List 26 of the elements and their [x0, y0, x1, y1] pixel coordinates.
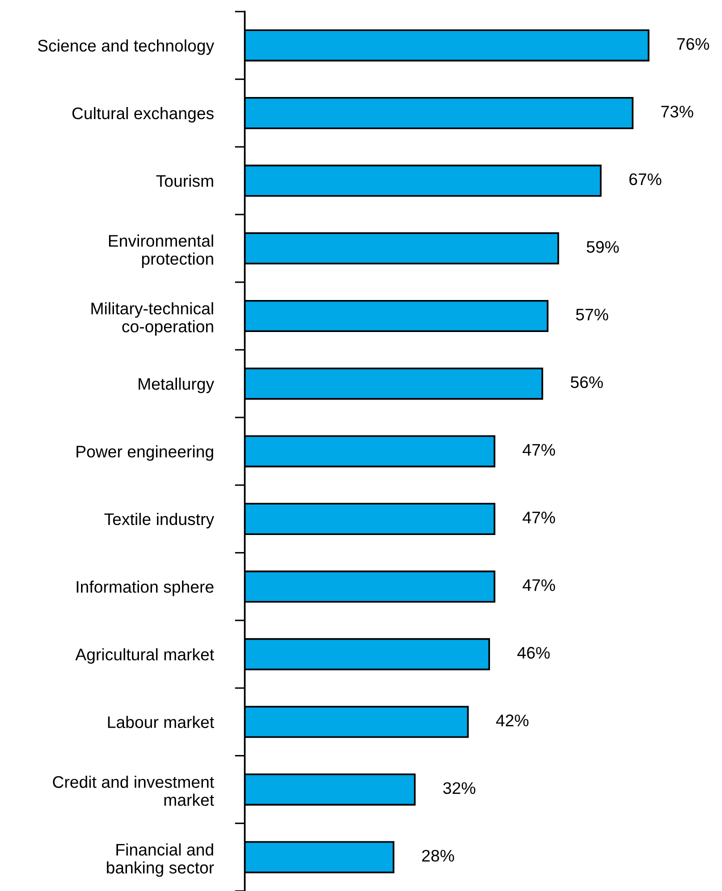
y-tick-label: Science and technology	[38, 39, 214, 55]
data-label: 57%	[576, 308, 608, 320]
y-tick-label: Financial and banking sector	[106, 843, 214, 877]
data-label: 28%	[422, 850, 454, 862]
data-label: 76%	[677, 38, 710, 50]
data-label: 56%	[570, 376, 603, 388]
data-label: 46%	[517, 646, 550, 659]
y-tick-label: Tourism	[156, 174, 214, 187]
y-tick-label: Environmental protection	[109, 234, 214, 268]
y-tick-label: Labour market	[108, 716, 214, 728]
y-tick-label: Power engineering	[76, 445, 214, 461]
y-tick-label: Metallurgy	[138, 378, 214, 394]
y-tick-label: Cultural exchanges	[72, 107, 214, 123]
data-label: 73%	[661, 106, 694, 118]
y-tick-label: Credit and investment market	[52, 776, 214, 806]
y-tick-label: Information sphere	[76, 580, 214, 596]
data-label: 42%	[496, 714, 528, 726]
y-tick-label: Agricultural market	[75, 648, 214, 664]
data-label: 47%	[522, 512, 556, 524]
data-label: 47%	[522, 444, 556, 456]
y-tick-label: Textile industry	[104, 512, 214, 528]
y-tick-label: Military-technical co-operation	[91, 302, 214, 336]
data-label: 47%	[522, 579, 556, 591]
data-label: 32%	[443, 782, 476, 794]
data-label: 59%	[586, 241, 619, 253]
data-label: 67%	[629, 173, 662, 186]
